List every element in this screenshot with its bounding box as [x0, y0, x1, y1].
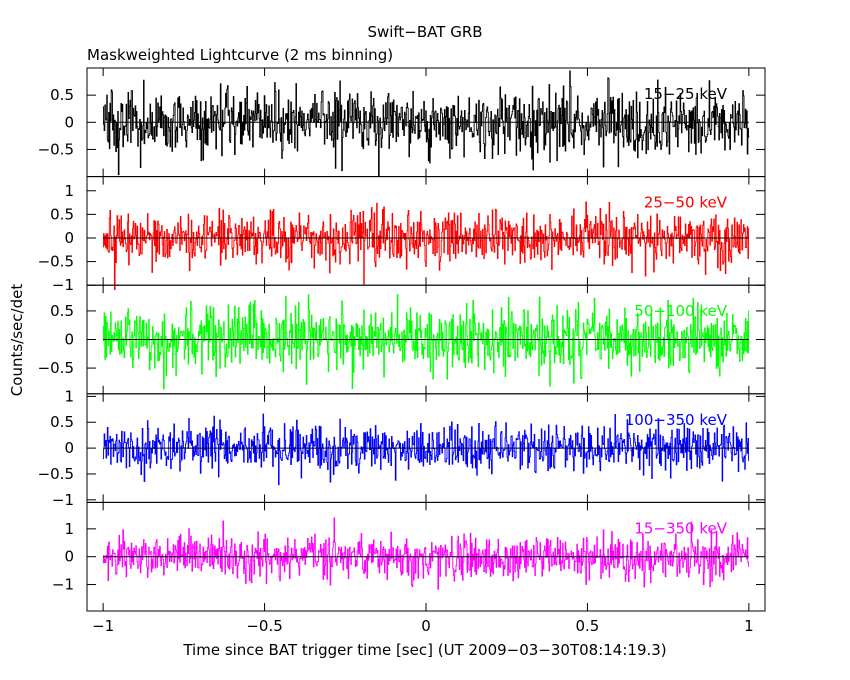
y-tick-label-3-4: −1 — [52, 491, 74, 509]
y-tick-label-0-0: 0.5 — [50, 86, 74, 104]
y-tick-label-1-3: −0.5 — [38, 253, 74, 271]
series-line-1 — [102, 201, 750, 291]
y-tick-label-2-2: −0.5 — [38, 359, 74, 377]
panel-0: 0.5 0 −0.5 15−25 keV — [38, 67, 766, 178]
x-tick-label-4: 1 — [744, 617, 754, 635]
panel-label-3: 100−350 keV — [625, 411, 728, 429]
panel-label-4: 15−350 keV — [634, 519, 727, 537]
series-line-0 — [102, 70, 750, 176]
x-tick-label-3: 0.5 — [575, 617, 599, 635]
y-tick-label-1-1: 0.5 — [50, 205, 74, 223]
panel-3: 1 0.5 0 −0.5 −1 100−350 keV — [38, 387, 766, 509]
chart-subtitle: Maskweighted Lightcurve (2 ms binning) — [87, 46, 393, 64]
x-axis-label: Time since BAT trigger time [sec] (UT 20… — [182, 641, 666, 659]
x-tick-label-1: −0.5 — [246, 617, 282, 635]
panel-2: 0.5 0 −0.5 50−100 keV — [38, 284, 766, 395]
y-tick-label-2-1: 0 — [64, 331, 74, 349]
panel-1: 1 0.5 0 −0.5 −1 25−50 keV — [38, 176, 766, 294]
series-line-4 — [102, 517, 750, 590]
series-line-2 — [102, 294, 750, 390]
y-tick-label-3-2: 0 — [64, 439, 74, 457]
panels-group: 0.5 0 −0.5 15−25 keV 1 0.5 0 −0.5 −1 25−50 keV 0.5… — [38, 67, 766, 635]
x-tick-label-0: −1 — [92, 617, 114, 635]
y-tick-label-3-1: 0.5 — [50, 413, 74, 431]
y-tick-label-4-1: 0 — [64, 548, 74, 566]
chart-title: Swift−BAT GRB — [367, 23, 482, 41]
panel-label-0: 15−25 keV — [644, 85, 728, 103]
series-line-3 — [102, 413, 750, 486]
panel-label-1: 25−50 keV — [644, 194, 728, 212]
y-tick-label-1-4: −1 — [52, 276, 74, 294]
x-tick-label-2: 0 — [421, 617, 431, 635]
panel-label-2: 50−100 keV — [634, 302, 727, 320]
y-axis-label: Counts/sec/det — [8, 284, 26, 397]
y-tick-label-3-0: 1 — [64, 387, 74, 405]
panel-4: 1 0 −1 15−350 keV — [52, 501, 766, 612]
y-tick-label-4-2: −1 — [52, 576, 74, 594]
y-tick-label-1-2: 0 — [64, 229, 74, 247]
y-tick-label-1-0: 1 — [64, 182, 74, 200]
y-tick-label-4-0: 1 — [64, 520, 74, 538]
y-tick-label-0-2: −0.5 — [38, 140, 74, 158]
y-tick-label-0-1: 0 — [64, 113, 74, 131]
y-tick-label-3-3: −0.5 — [38, 465, 74, 483]
y-tick-label-2-0: 0.5 — [50, 302, 74, 320]
